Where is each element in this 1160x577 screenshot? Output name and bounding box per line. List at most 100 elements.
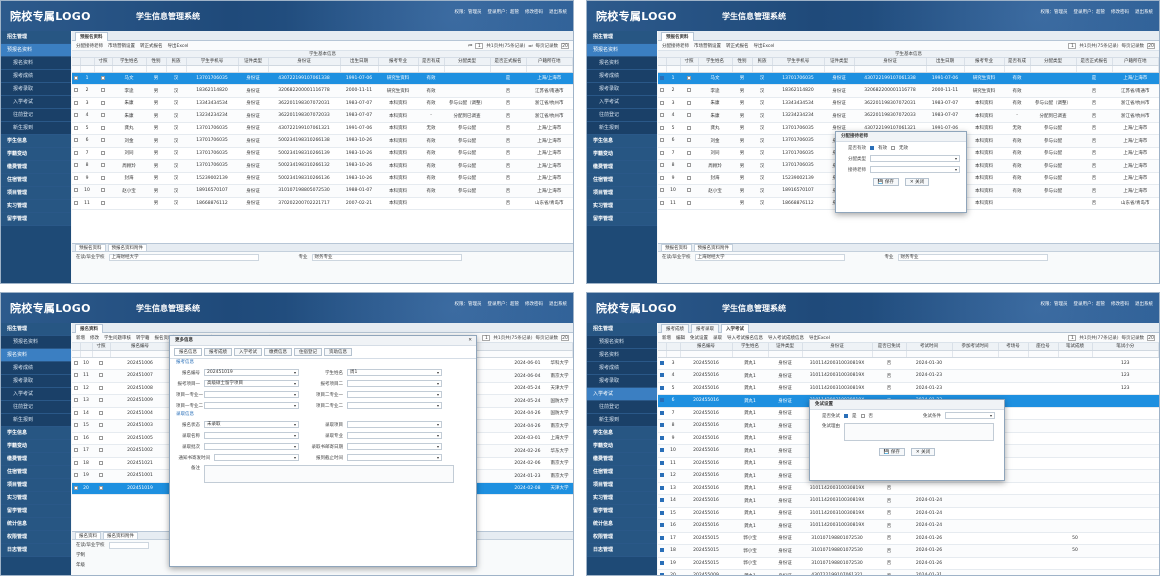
- sidebar-item[interactable]: 往前登记: [1, 401, 71, 414]
- school-field[interactable]: [108, 541, 149, 549]
- p2m1-select[interactable]: [347, 391, 442, 398]
- export-excel-button[interactable]: 导出Excel: [753, 43, 775, 49]
- filter-cell[interactable]: [658, 350, 667, 358]
- adm-date-field[interactable]: [347, 443, 442, 450]
- dialog-tab[interactable]: 报考成绩: [204, 348, 232, 356]
- filter-cell[interactable]: [998, 350, 1029, 358]
- close-button[interactable]: ✕ 关闭: [910, 448, 936, 456]
- logout-link[interactable]: 退出系统: [549, 10, 567, 15]
- sidebar-item[interactable]: 报名资料: [1, 57, 71, 70]
- sidebar-item[interactable]: 新生报到: [1, 414, 71, 427]
- remark-textarea[interactable]: [204, 465, 454, 483]
- convert-formal-button[interactable]: 转正式报名: [726, 43, 749, 49]
- adm-major-select[interactable]: [347, 432, 442, 439]
- sidebar-item[interactable]: 往前登记: [587, 401, 657, 414]
- row-checkbox[interactable]: [660, 150, 664, 155]
- page-number-input[interactable]: 1: [482, 334, 491, 341]
- row-checkbox[interactable]: [660, 435, 664, 440]
- teacher-select[interactable]: [870, 166, 960, 173]
- filter-cell[interactable]: [952, 350, 999, 358]
- toolbar-button[interactable]: 报名资料打印: [154, 335, 182, 341]
- tab-pre-registration[interactable]: 预报名资料: [661, 32, 694, 41]
- row-checkbox[interactable]: [74, 373, 78, 377]
- sidebar-item[interactable]: 学生信息: [587, 135, 657, 148]
- sidebar-item[interactable]: 留学管理: [587, 213, 657, 226]
- tab-entrance-exam[interactable]: 入学考试: [721, 324, 749, 333]
- row-checkbox[interactable]: [74, 410, 78, 415]
- logout-link[interactable]: 退出系统: [1135, 10, 1153, 15]
- row-checkbox[interactable]: [660, 535, 664, 540]
- table-row[interactable]: 17 202455015 郭小宝 身份证 310107198801072530 否 2024…: [658, 532, 1159, 545]
- filter-cell[interactable]: [768, 350, 803, 358]
- sidebar-item[interactable]: 入学考试: [1, 96, 71, 109]
- tab-admission[interactable]: 报考录取: [691, 324, 719, 333]
- sidebar-item[interactable]: 权限管理: [587, 531, 657, 544]
- sidebar-item[interactable]: 项目管理: [1, 479, 71, 492]
- row-checkbox[interactable]: [660, 485, 664, 490]
- filter-cell[interactable]: [268, 65, 341, 73]
- sidebar-item[interactable]: 缴费管理: [587, 453, 657, 466]
- toolbar-button[interactable]: 编辑: [676, 335, 685, 341]
- row-checkbox[interactable]: [74, 150, 78, 155]
- type-select[interactable]: [870, 155, 960, 162]
- table-row[interactable]: 5 202455016 龚丸1 身份证 310114200310030819X 否 2024…: [658, 382, 1159, 395]
- sidebar-item[interactable]: 实习管理: [1, 492, 71, 505]
- row-checkbox[interactable]: [74, 448, 78, 452]
- row-checkbox[interactable]: [74, 398, 78, 402]
- sidebar-item[interactable]: 统计信息: [1, 518, 71, 531]
- table-row[interactable]: 15 202455016 龚丸1 身份证 310114200310030819X 否 202…: [658, 507, 1159, 520]
- table-row[interactable]: 4 朱康男汉 13234234234 身份证 362201198307072033 198…: [658, 109, 1159, 123]
- toolbar-button[interactable]: 导入考试成绩信息: [768, 335, 804, 341]
- sidebar-item[interactable]: 报考成绩: [587, 362, 657, 375]
- change-password-link[interactable]: 修改密码: [1111, 10, 1129, 15]
- filter-cell[interactable]: [732, 350, 769, 358]
- filter-cell[interactable]: [418, 65, 445, 73]
- filter-cell[interactable]: [666, 65, 681, 73]
- sidebar-item[interactable]: 日志管理: [587, 544, 657, 557]
- sidebar-item[interactable]: 报名资料: [587, 57, 657, 70]
- page-size-select[interactable]: 20: [561, 42, 569, 49]
- sidebar-item[interactable]: 学生信息: [587, 427, 657, 440]
- row-checkbox[interactable]: [660, 410, 664, 415]
- row-checkbox[interactable]: [74, 200, 78, 205]
- row-checkbox[interactable]: [660, 510, 664, 515]
- filter-cell[interactable]: [94, 65, 113, 73]
- filter-cell[interactable]: [72, 65, 81, 73]
- filter-cell[interactable]: [698, 65, 733, 73]
- last-page-button[interactable]: ⏭: [528, 43, 533, 49]
- table-row[interactable]: 4 朱康男汉 13234234234 身份证 362201198307072033 198…: [72, 109, 573, 123]
- filter-cell[interactable]: [526, 65, 573, 73]
- table-row[interactable]: 5 龚丸男汉 13701706035 身份证 430722199107061321 199…: [72, 122, 573, 135]
- change-password-link[interactable]: 修改密码: [1111, 302, 1129, 307]
- valid-radio-no[interactable]: [891, 145, 895, 150]
- filter-cell[interactable]: [146, 65, 167, 73]
- school-field[interactable]: 上海财经大学: [108, 253, 259, 261]
- sidebar-item[interactable]: 学籍变动: [587, 148, 657, 161]
- row-checkbox[interactable]: [660, 188, 664, 192]
- export-excel-button[interactable]: 导出Excel: [167, 43, 189, 49]
- sidebar-item[interactable]: 预报名资料: [1, 44, 71, 57]
- marketing-settings-button[interactable]: 市场营销设置: [694, 43, 721, 49]
- row-checkbox[interactable]: [660, 398, 664, 402]
- filter-cell[interactable]: [666, 350, 681, 358]
- row-checkbox[interactable]: [74, 75, 78, 80]
- toolbar-button[interactable]: 导出Excel: [809, 335, 830, 341]
- sidebar-item[interactable]: 预报名资料: [1, 336, 71, 349]
- filter-cell[interactable]: [340, 65, 379, 73]
- first-page-button[interactable]: ⏮: [468, 43, 473, 49]
- marketing-settings-button[interactable]: 市场营销设置: [108, 43, 135, 49]
- table-row[interactable]: 1 马文男汉 13701706035 身份证 430722199107061338 199…: [72, 72, 573, 85]
- page-number-input[interactable]: 1: [1068, 334, 1077, 341]
- convert-formal-button[interactable]: 转正式报名: [140, 43, 163, 49]
- filter-cell[interactable]: [854, 65, 927, 73]
- filter-cell[interactable]: [872, 350, 907, 358]
- table-row[interactable]: 4 202455016 龚丸1 身份证 310114200310030819X 否 2024…: [658, 369, 1159, 383]
- page-number-input[interactable]: 1: [1068, 42, 1077, 49]
- sidebar-item[interactable]: 留学管理: [587, 505, 657, 518]
- deadline-field[interactable]: [347, 454, 442, 461]
- sidebar-item[interactable]: 预报名资料: [587, 336, 657, 349]
- tab-pre-registration[interactable]: 预报名资料: [75, 32, 108, 41]
- major-field[interactable]: 财务专业: [897, 253, 1048, 261]
